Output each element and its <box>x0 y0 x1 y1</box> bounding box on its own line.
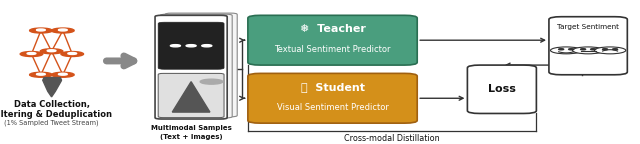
Circle shape <box>20 52 43 56</box>
FancyBboxPatch shape <box>549 17 627 75</box>
Text: Filtering & Deduplication: Filtering & Deduplication <box>0 110 111 119</box>
FancyBboxPatch shape <box>467 65 536 113</box>
Circle shape <box>29 28 52 33</box>
Circle shape <box>47 50 56 52</box>
Circle shape <box>170 45 180 47</box>
Circle shape <box>580 49 586 50</box>
Text: Target Sentiment: Target Sentiment <box>557 24 619 30</box>
Circle shape <box>550 47 582 54</box>
Text: (Text + Images): (Text + Images) <box>160 133 223 140</box>
Text: Loss: Loss <box>488 84 516 94</box>
FancyBboxPatch shape <box>160 14 232 118</box>
Text: Multimodal Samples: Multimodal Samples <box>150 125 232 131</box>
Circle shape <box>591 49 596 50</box>
Circle shape <box>569 49 573 50</box>
Circle shape <box>68 53 77 54</box>
Circle shape <box>559 49 564 50</box>
Circle shape <box>52 28 74 33</box>
Circle shape <box>27 53 36 54</box>
Text: (1% Sampled Tweet Stream): (1% Sampled Tweet Stream) <box>4 120 99 126</box>
Text: Cross-modal Distillation: Cross-modal Distillation <box>344 134 440 143</box>
Polygon shape <box>43 77 61 80</box>
Circle shape <box>58 29 67 31</box>
Circle shape <box>595 47 626 54</box>
Circle shape <box>200 79 223 84</box>
Circle shape <box>572 47 604 54</box>
Circle shape <box>61 52 84 56</box>
Circle shape <box>36 73 45 75</box>
Circle shape <box>52 72 74 77</box>
FancyBboxPatch shape <box>248 15 417 65</box>
Circle shape <box>29 72 52 77</box>
Circle shape <box>36 29 45 31</box>
Circle shape <box>58 73 67 75</box>
Circle shape <box>186 45 196 47</box>
Circle shape <box>602 49 607 50</box>
FancyBboxPatch shape <box>158 73 224 118</box>
Text: Visual Sentiment Predictor: Visual Sentiment Predictor <box>276 103 388 112</box>
FancyBboxPatch shape <box>158 22 224 69</box>
Polygon shape <box>43 80 61 97</box>
Polygon shape <box>172 82 210 112</box>
Text: Textual Sentiment Predictor: Textual Sentiment Predictor <box>275 45 391 54</box>
Text: Data Collection,: Data Collection, <box>13 100 90 109</box>
FancyBboxPatch shape <box>155 15 227 119</box>
Circle shape <box>202 45 212 47</box>
Text: 🔥  Student: 🔥 Student <box>301 82 365 92</box>
FancyBboxPatch shape <box>165 13 237 117</box>
Circle shape <box>612 49 618 50</box>
Text: ❅  Teacher: ❅ Teacher <box>300 24 365 34</box>
Circle shape <box>40 49 63 54</box>
FancyBboxPatch shape <box>248 73 417 123</box>
